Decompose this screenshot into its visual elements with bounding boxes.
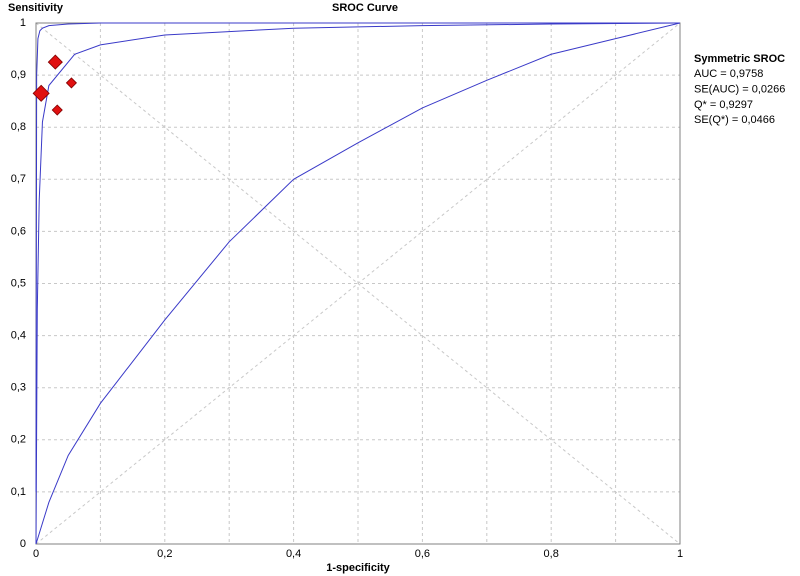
annotation: SE(Q*) = 0,0466 [694,114,775,126]
sroc-curve [35,22,681,545]
annotation: Q* = 0,9297 [694,99,753,111]
y-tick-label: 0,8 [11,121,26,133]
x-tick-label: 0 [33,548,39,560]
y-tick-label: 0 [20,538,26,550]
y-tick-label: 0,5 [11,277,26,289]
y-tick-label: 0,2 [11,434,26,446]
y-tick-label: 1 [20,17,26,29]
y-tick-label: 0,4 [11,330,26,342]
x-tick-label: 0,4 [286,548,301,560]
y-tick-label: 0,1 [11,486,26,498]
x-tick-label: 1 [677,548,683,560]
x-tick-label: 0,8 [544,548,559,560]
x-axis-label: 1-specificity [326,562,390,574]
annotation: Symmetric SROC [694,53,785,65]
study-point [32,84,50,102]
study-point [51,104,63,116]
y-tick-label: 0,3 [11,382,26,394]
y-tick-label: 0,7 [11,173,26,185]
study-point [65,77,77,89]
y-tick-label: 0,6 [11,225,26,237]
study-point [47,54,63,70]
y-tick-label: 0,9 [11,69,26,81]
x-tick-label: 0,6 [415,548,430,560]
annotation: SE(AUC) = 0,0266 [694,84,785,96]
sroc-curve [35,22,680,492]
sroc-curve [35,22,681,545]
chart-title: SROC Curve [332,2,398,14]
y-axis-label: Sensitivity [8,2,64,14]
annotation: AUC = 0,9758 [694,68,763,80]
x-tick-label: 0,2 [157,548,172,560]
